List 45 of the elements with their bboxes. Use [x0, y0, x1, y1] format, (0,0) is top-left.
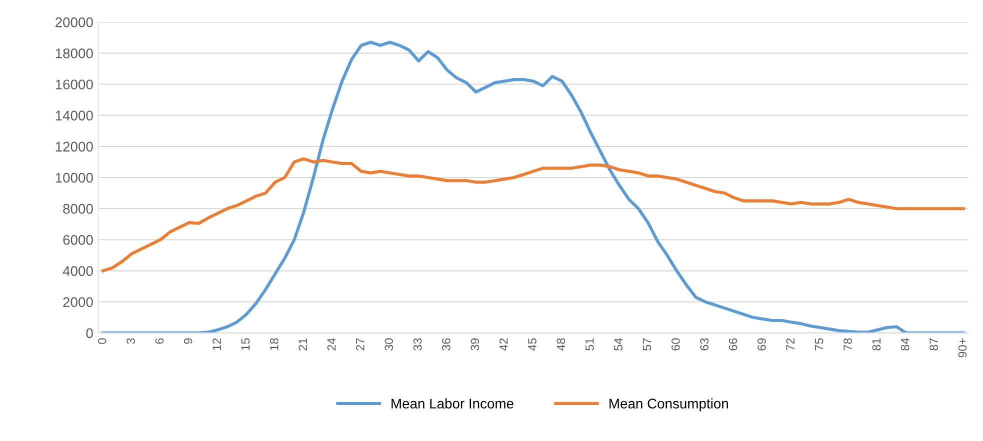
x-tick-label: 60 [671, 338, 680, 350]
y-tick-label: 14000 [56, 110, 93, 120]
x-tick-label: 57 [642, 338, 652, 350]
x-tick-label: 12 [212, 338, 221, 350]
x-tick-label: 6 [155, 338, 164, 344]
x-tick-label: 75 [815, 338, 824, 350]
y-tick-label: 2000 [63, 297, 93, 308]
x-tick-label: 3 [126, 338, 135, 344]
x-tick-label: 72 [786, 338, 794, 350]
x-tick-label: 21 [298, 338, 307, 350]
x-tick-label: 66 [728, 338, 738, 350]
x-tick-label: 27 [356, 338, 364, 350]
x-tick-label: 0 [98, 338, 106, 344]
x-tick-label: 24 [327, 338, 336, 350]
y-tick-label: 20000 [56, 17, 93, 28]
x-tick-label: 54 [614, 338, 622, 350]
y-tick-label: 18000 [56, 48, 93, 58]
x-tick-label: 78 [844, 338, 852, 350]
line-series [102, 157, 966, 272]
x-tick-label: 51 [586, 338, 594, 350]
y-tick-label: 12000 [56, 142, 93, 152]
x-tick-label: 69 [758, 338, 766, 350]
x-tick-label: 87 [930, 338, 938, 350]
y-tick-label: 16000 [56, 80, 93, 90]
x-tick-label: 18 [270, 338, 278, 350]
x-tick-label: 36 [442, 338, 450, 350]
y-tick-label: 10000 [56, 172, 93, 183]
x-tick-label: 33 [413, 338, 422, 350]
x-tick-label: 48 [556, 338, 566, 351]
line-series [102, 40, 966, 333]
y-tick-label: 6000 [63, 235, 93, 245]
y-tick-label: 8000 [63, 204, 93, 214]
x-tick-label: 45 [528, 338, 536, 351]
x-tick-label: 15 [241, 338, 250, 350]
legend-label: Mean Consumption [610, 398, 728, 412]
x-tick-label: 42 [499, 338, 508, 351]
y-tick-label: 4000 [62, 266, 93, 276]
x-tick-label: 81 [872, 338, 881, 350]
x-tick-label: 39 [470, 338, 480, 350]
x-tick-label: 30 [384, 338, 394, 350]
x-tick-label: 84 [900, 338, 910, 350]
legend-label: Mean Labor Income [392, 398, 514, 409]
x-tick-label: 63 [700, 338, 709, 350]
x-tick-label: 90+ [958, 338, 967, 358]
x-tick-label: 9 [184, 338, 192, 344]
